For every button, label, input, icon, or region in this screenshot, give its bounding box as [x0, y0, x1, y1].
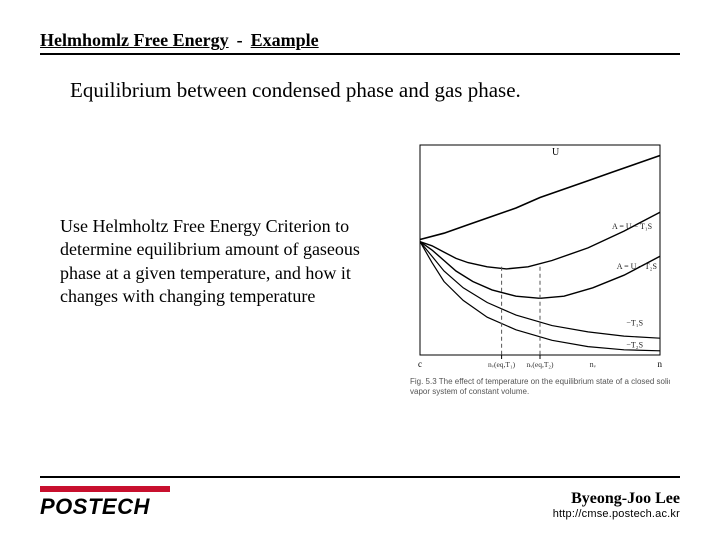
svg-text:A = U − T₁S: A = U − T₁S [612, 222, 652, 231]
postech-logo: POSTECH [40, 486, 170, 520]
logo-text: POSTECH [40, 494, 170, 520]
author-url: http://cmse.postech.ac.kr [553, 508, 680, 520]
title-part1: Helmhomlz Free Energy [40, 30, 229, 50]
author-name: Byeong-Joo Lee [553, 490, 680, 508]
title-part2: Example [251, 30, 319, 50]
body-paragraph: Use Helmholtz Free Energy Criterion to d… [60, 215, 380, 309]
svg-text:nᵥ(eq,T₂): nᵥ(eq,T₂) [526, 360, 554, 369]
slide: Helmhomlz Free Energy - Example Equilibr… [0, 0, 720, 540]
logo-accent-bar [40, 486, 170, 492]
slide-title: Helmhomlz Free Energy - Example [40, 30, 680, 55]
svg-text:A = U − T₂S: A = U − T₂S [617, 262, 657, 271]
figure-caption: Fig. 5.3 The effect of temperature on th… [410, 377, 670, 396]
svg-text:U: U [552, 147, 560, 158]
subtitle: Equilibrium between condensed phase and … [70, 78, 521, 103]
svg-text:n: n [658, 359, 663, 369]
byline: Byeong-Joo Lee http://cmse.postech.ac.kr [553, 490, 680, 520]
svg-text:nᵥ(eq,T₁): nᵥ(eq,T₁) [488, 360, 516, 369]
svg-text:−T₁S: −T₁S [626, 319, 643, 328]
title-dash: - [237, 30, 243, 50]
energy-curves-figure: U A = U − T₁S A = U − T₂S −T₁S −T₂S c n nᵥ(eq,T… [400, 135, 670, 425]
svg-text:−T₂S: −T₂S [626, 341, 643, 350]
figure-svg: U A = U − T₁S A = U − T₂S −T₁S −T₂S c n nᵥ(eq,T… [400, 135, 670, 425]
footer-rule [40, 476, 680, 478]
svg-text:nᵥ: nᵥ [590, 360, 597, 369]
svg-text:c: c [418, 359, 422, 369]
